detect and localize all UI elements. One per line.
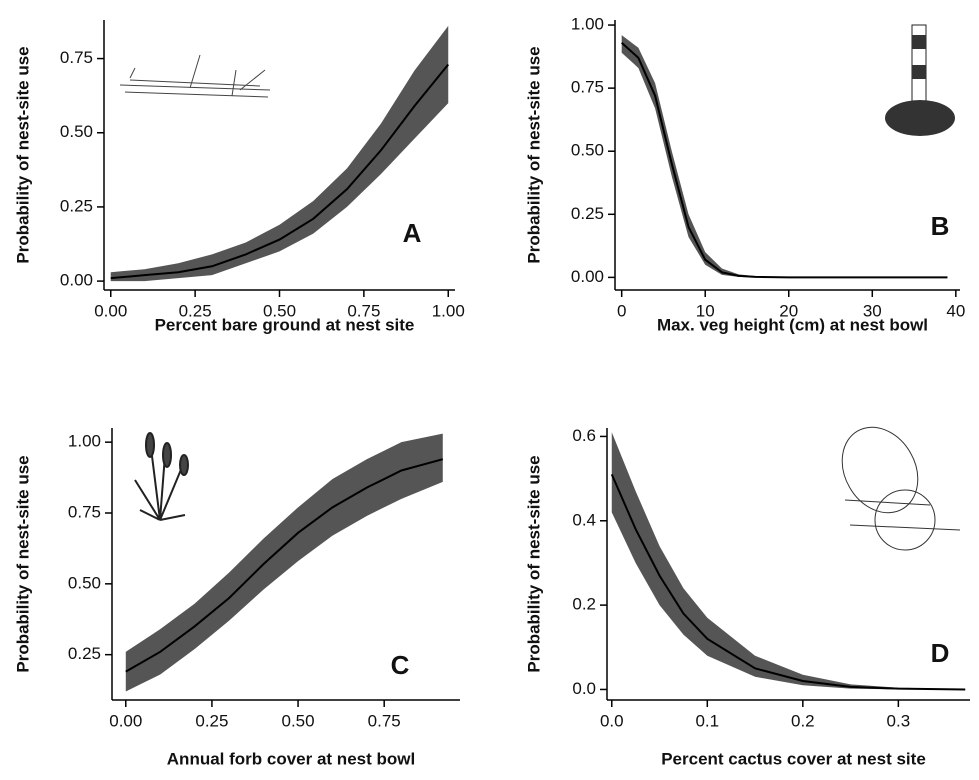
y-tick-label: 0.50 bbox=[571, 141, 604, 160]
y-tick-label: 1.00 bbox=[68, 432, 101, 451]
x-tick-label: 10 bbox=[696, 301, 715, 320]
illustration-b bbox=[885, 24, 955, 136]
illustration-d bbox=[841, 426, 961, 551]
x-tick-label: 0.3 bbox=[887, 711, 911, 730]
x-tick-label: 0.2 bbox=[791, 711, 815, 730]
y-tick-label: 0.25 bbox=[571, 204, 604, 223]
panel-letter: A bbox=[403, 218, 422, 248]
y-axis-label: Probability of nest-site use bbox=[13, 46, 32, 263]
x-tick-label: 30 bbox=[863, 301, 882, 320]
y-tick-label: 0.25 bbox=[60, 196, 93, 215]
x-axis-label: Percent bare ground at nest site bbox=[155, 315, 415, 334]
y-tick-label: 0.75 bbox=[571, 78, 604, 97]
y-tick-label: 0.0 bbox=[572, 679, 596, 698]
y-tick-label: 0.75 bbox=[60, 48, 93, 67]
x-tick-label: 0 bbox=[617, 301, 626, 320]
x-tick-label: 20 bbox=[779, 301, 798, 320]
y-tick-label: 0.75 bbox=[68, 502, 101, 521]
x-axis-label: Max. veg height (cm) at nest bowl bbox=[657, 315, 928, 334]
x-tick-label: 0.0 bbox=[600, 711, 624, 730]
fitted-line bbox=[610, 473, 966, 691]
x-axis-label: Annual forb cover at nest bowl bbox=[167, 749, 415, 768]
x-tick-label: 0.25 bbox=[195, 711, 228, 730]
x-tick-label: 0.75 bbox=[368, 711, 401, 730]
x-tick-label: 0.00 bbox=[94, 301, 127, 320]
y-tick-label: 1.00 bbox=[571, 15, 604, 34]
x-axis-label: Percent cactus cover at nest site bbox=[661, 749, 926, 768]
fitted-line bbox=[125, 458, 444, 673]
illustration-c bbox=[134, 432, 189, 521]
y-axis-label: Probability of nest-site use bbox=[524, 46, 543, 263]
panel-letter: C bbox=[391, 650, 410, 680]
x-tick-label: 0.00 bbox=[109, 711, 142, 730]
illustration-a bbox=[119, 54, 271, 98]
x-tick-label: 0.50 bbox=[263, 301, 296, 320]
confidence-band bbox=[611, 432, 966, 690]
fitted-line bbox=[621, 41, 948, 279]
y-axis-label: Probability of nest-site use bbox=[524, 455, 543, 672]
fitted-line bbox=[110, 63, 450, 280]
y-tick-label: 0.2 bbox=[572, 595, 596, 614]
x-tick-label: 0.75 bbox=[347, 301, 380, 320]
y-tick-label: 0.50 bbox=[60, 122, 93, 141]
y-axis-label: Probability of nest-site use bbox=[13, 455, 32, 672]
y-tick-label: 0.00 bbox=[571, 267, 604, 286]
x-tick-label: 0.25 bbox=[179, 301, 212, 320]
confidence-band bbox=[110, 25, 449, 282]
y-tick-label: 0.6 bbox=[572, 426, 596, 445]
x-tick-label: 0.50 bbox=[282, 711, 315, 730]
confidence-band bbox=[125, 433, 443, 692]
x-tick-label: 1.00 bbox=[432, 301, 465, 320]
y-tick-label: 0.00 bbox=[60, 271, 93, 290]
y-tick-label: 0.25 bbox=[68, 644, 101, 663]
y-tick-label: 0.4 bbox=[572, 510, 596, 529]
panel-letter: D bbox=[931, 638, 950, 668]
x-tick-label: 0.1 bbox=[695, 711, 719, 730]
y-tick-label: 0.50 bbox=[68, 573, 101, 592]
x-tick-label: 40 bbox=[946, 301, 965, 320]
panel-letter: B bbox=[931, 211, 950, 241]
